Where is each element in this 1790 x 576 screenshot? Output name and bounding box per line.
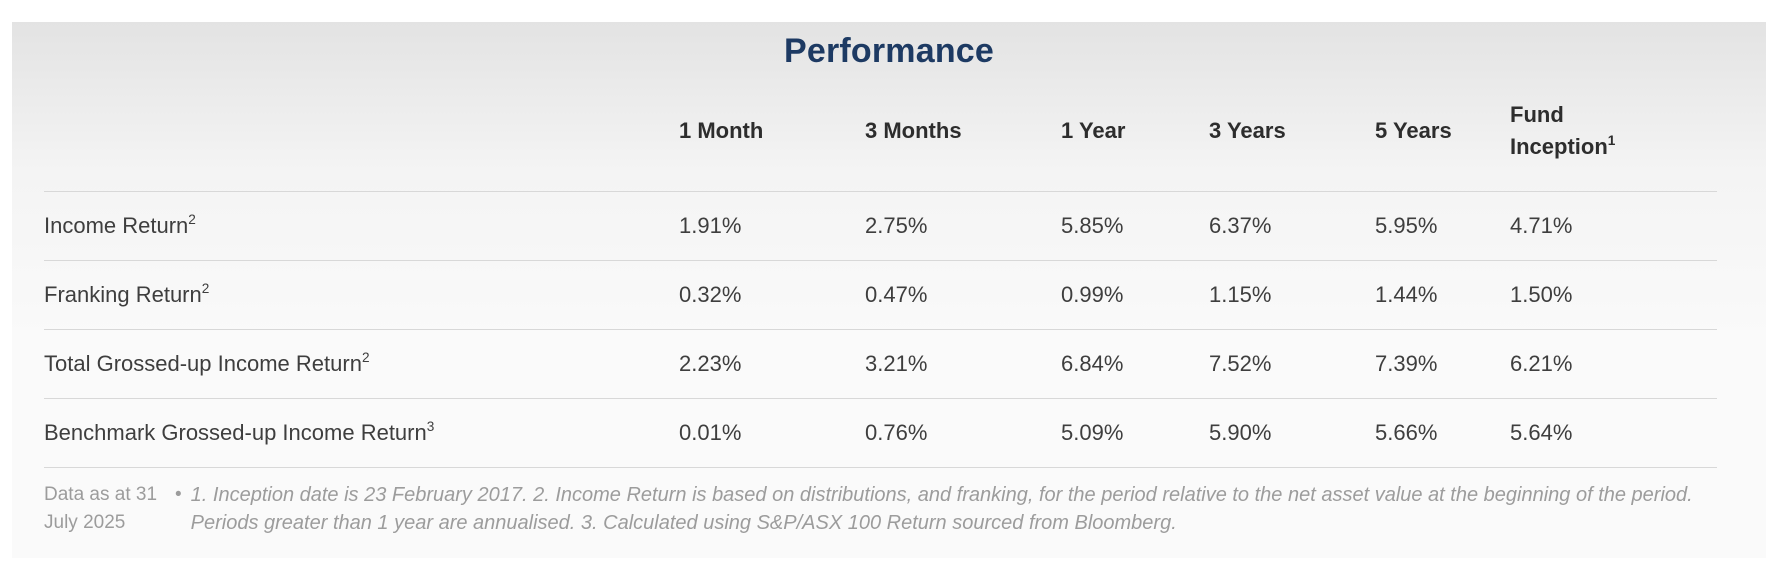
header-cell-fund-inception: Fund Inception1 bbox=[1510, 71, 1717, 191]
row-label: Franking Return2 bbox=[44, 280, 210, 307]
column-header-label: 5 Years bbox=[1375, 117, 1452, 143]
header-cell-1-year: 1 Year bbox=[1061, 71, 1209, 191]
value-cell: 0.47% bbox=[865, 281, 928, 307]
header-cell-5-years: 5 Years bbox=[1375, 71, 1510, 191]
value-cell: 1.50% bbox=[1510, 281, 1573, 307]
table-row-income-return: Income Return2 1.91% 2.75% 5.85% 6.37% 5… bbox=[44, 191, 1717, 260]
footnote-ref-2: 2 bbox=[201, 280, 210, 296]
column-header-label: 3 Months bbox=[865, 117, 962, 143]
table-row-franking-return: Franking Return2 0.32% 0.47% 0.99% 1.15%… bbox=[44, 260, 1717, 329]
value-cell: 2.75% bbox=[865, 212, 928, 238]
value-cell: 4.71% bbox=[1510, 212, 1573, 238]
value-cell: 7.39% bbox=[1375, 350, 1438, 376]
row-label: Income Return2 bbox=[44, 211, 196, 238]
value-cell: 0.76% bbox=[865, 419, 928, 445]
row-label: Benchmark Grossed-up Income Return3 bbox=[44, 418, 435, 445]
value-cell: 2.23% bbox=[679, 350, 742, 376]
footnote-text: 1. Inception date is 23 February 2017. 2… bbox=[190, 483, 1693, 534]
value-cell: 0.32% bbox=[679, 281, 742, 307]
footnote-ref-2: 2 bbox=[361, 349, 370, 365]
table-row-total-grossed-up-income-return: Total Grossed-up Income Return2 2.23% 3.… bbox=[44, 329, 1717, 398]
column-header-label: 1 Month bbox=[679, 117, 764, 143]
value-cell: 5.95% bbox=[1375, 212, 1438, 238]
value-cell: 0.01% bbox=[679, 419, 742, 445]
row-label: Total Grossed-up Income Return2 bbox=[44, 349, 370, 376]
data-as-at-label: Data as at 31 July 2025 bbox=[44, 483, 158, 534]
column-header-label: Fund Inception1 bbox=[1510, 101, 1616, 159]
header-cell-empty bbox=[44, 71, 679, 191]
header-cell-3-months: 3 Months bbox=[865, 71, 1061, 191]
header-cell-3-years: 3 Years bbox=[1209, 71, 1375, 191]
value-cell: 5.85% bbox=[1061, 212, 1124, 238]
value-cell: 1.91% bbox=[679, 212, 742, 238]
footnote-ref-3: 3 bbox=[426, 418, 435, 434]
value-cell: 7.52% bbox=[1209, 350, 1272, 376]
header-row: 1 Month 3 Months 1 Year 3 Years 5 Years … bbox=[44, 71, 1717, 191]
value-cell: 3.21% bbox=[865, 350, 928, 376]
value-cell: 6.37% bbox=[1209, 212, 1272, 238]
value-cell: 5.64% bbox=[1510, 419, 1573, 445]
table-footer: Data as at 31 July 2025 • 1. Inception d… bbox=[12, 468, 1766, 538]
table-row-benchmark-grossed-up-income-return: Benchmark Grossed-up Income Return3 0.01… bbox=[44, 398, 1717, 467]
footnote-ref-2: 2 bbox=[188, 211, 196, 227]
value-cell: 6.84% bbox=[1061, 350, 1124, 376]
value-cell: 5.09% bbox=[1061, 419, 1124, 445]
value-cell: 1.15% bbox=[1209, 281, 1272, 307]
page-title: Performance bbox=[783, 32, 995, 70]
value-cell: 5.90% bbox=[1209, 419, 1272, 445]
column-header-label: 1 Year bbox=[1061, 117, 1126, 143]
performance-table: 1 Month 3 Months 1 Year 3 Years 5 Years … bbox=[44, 71, 1717, 468]
footnote-bullet: • bbox=[175, 483, 182, 505]
footnote-ref-1: 1 bbox=[1607, 132, 1616, 148]
column-header-label: 3 Years bbox=[1209, 117, 1286, 143]
value-cell: 6.21% bbox=[1510, 350, 1573, 376]
header-cell-1-month: 1 Month bbox=[679, 71, 865, 191]
value-cell: 5.66% bbox=[1375, 419, 1438, 445]
value-cell: 1.44% bbox=[1375, 281, 1438, 307]
performance-card: Performance 1 Month 3 Months 1 Year 3 Ye… bbox=[12, 22, 1766, 558]
value-cell: 0.99% bbox=[1061, 281, 1124, 307]
